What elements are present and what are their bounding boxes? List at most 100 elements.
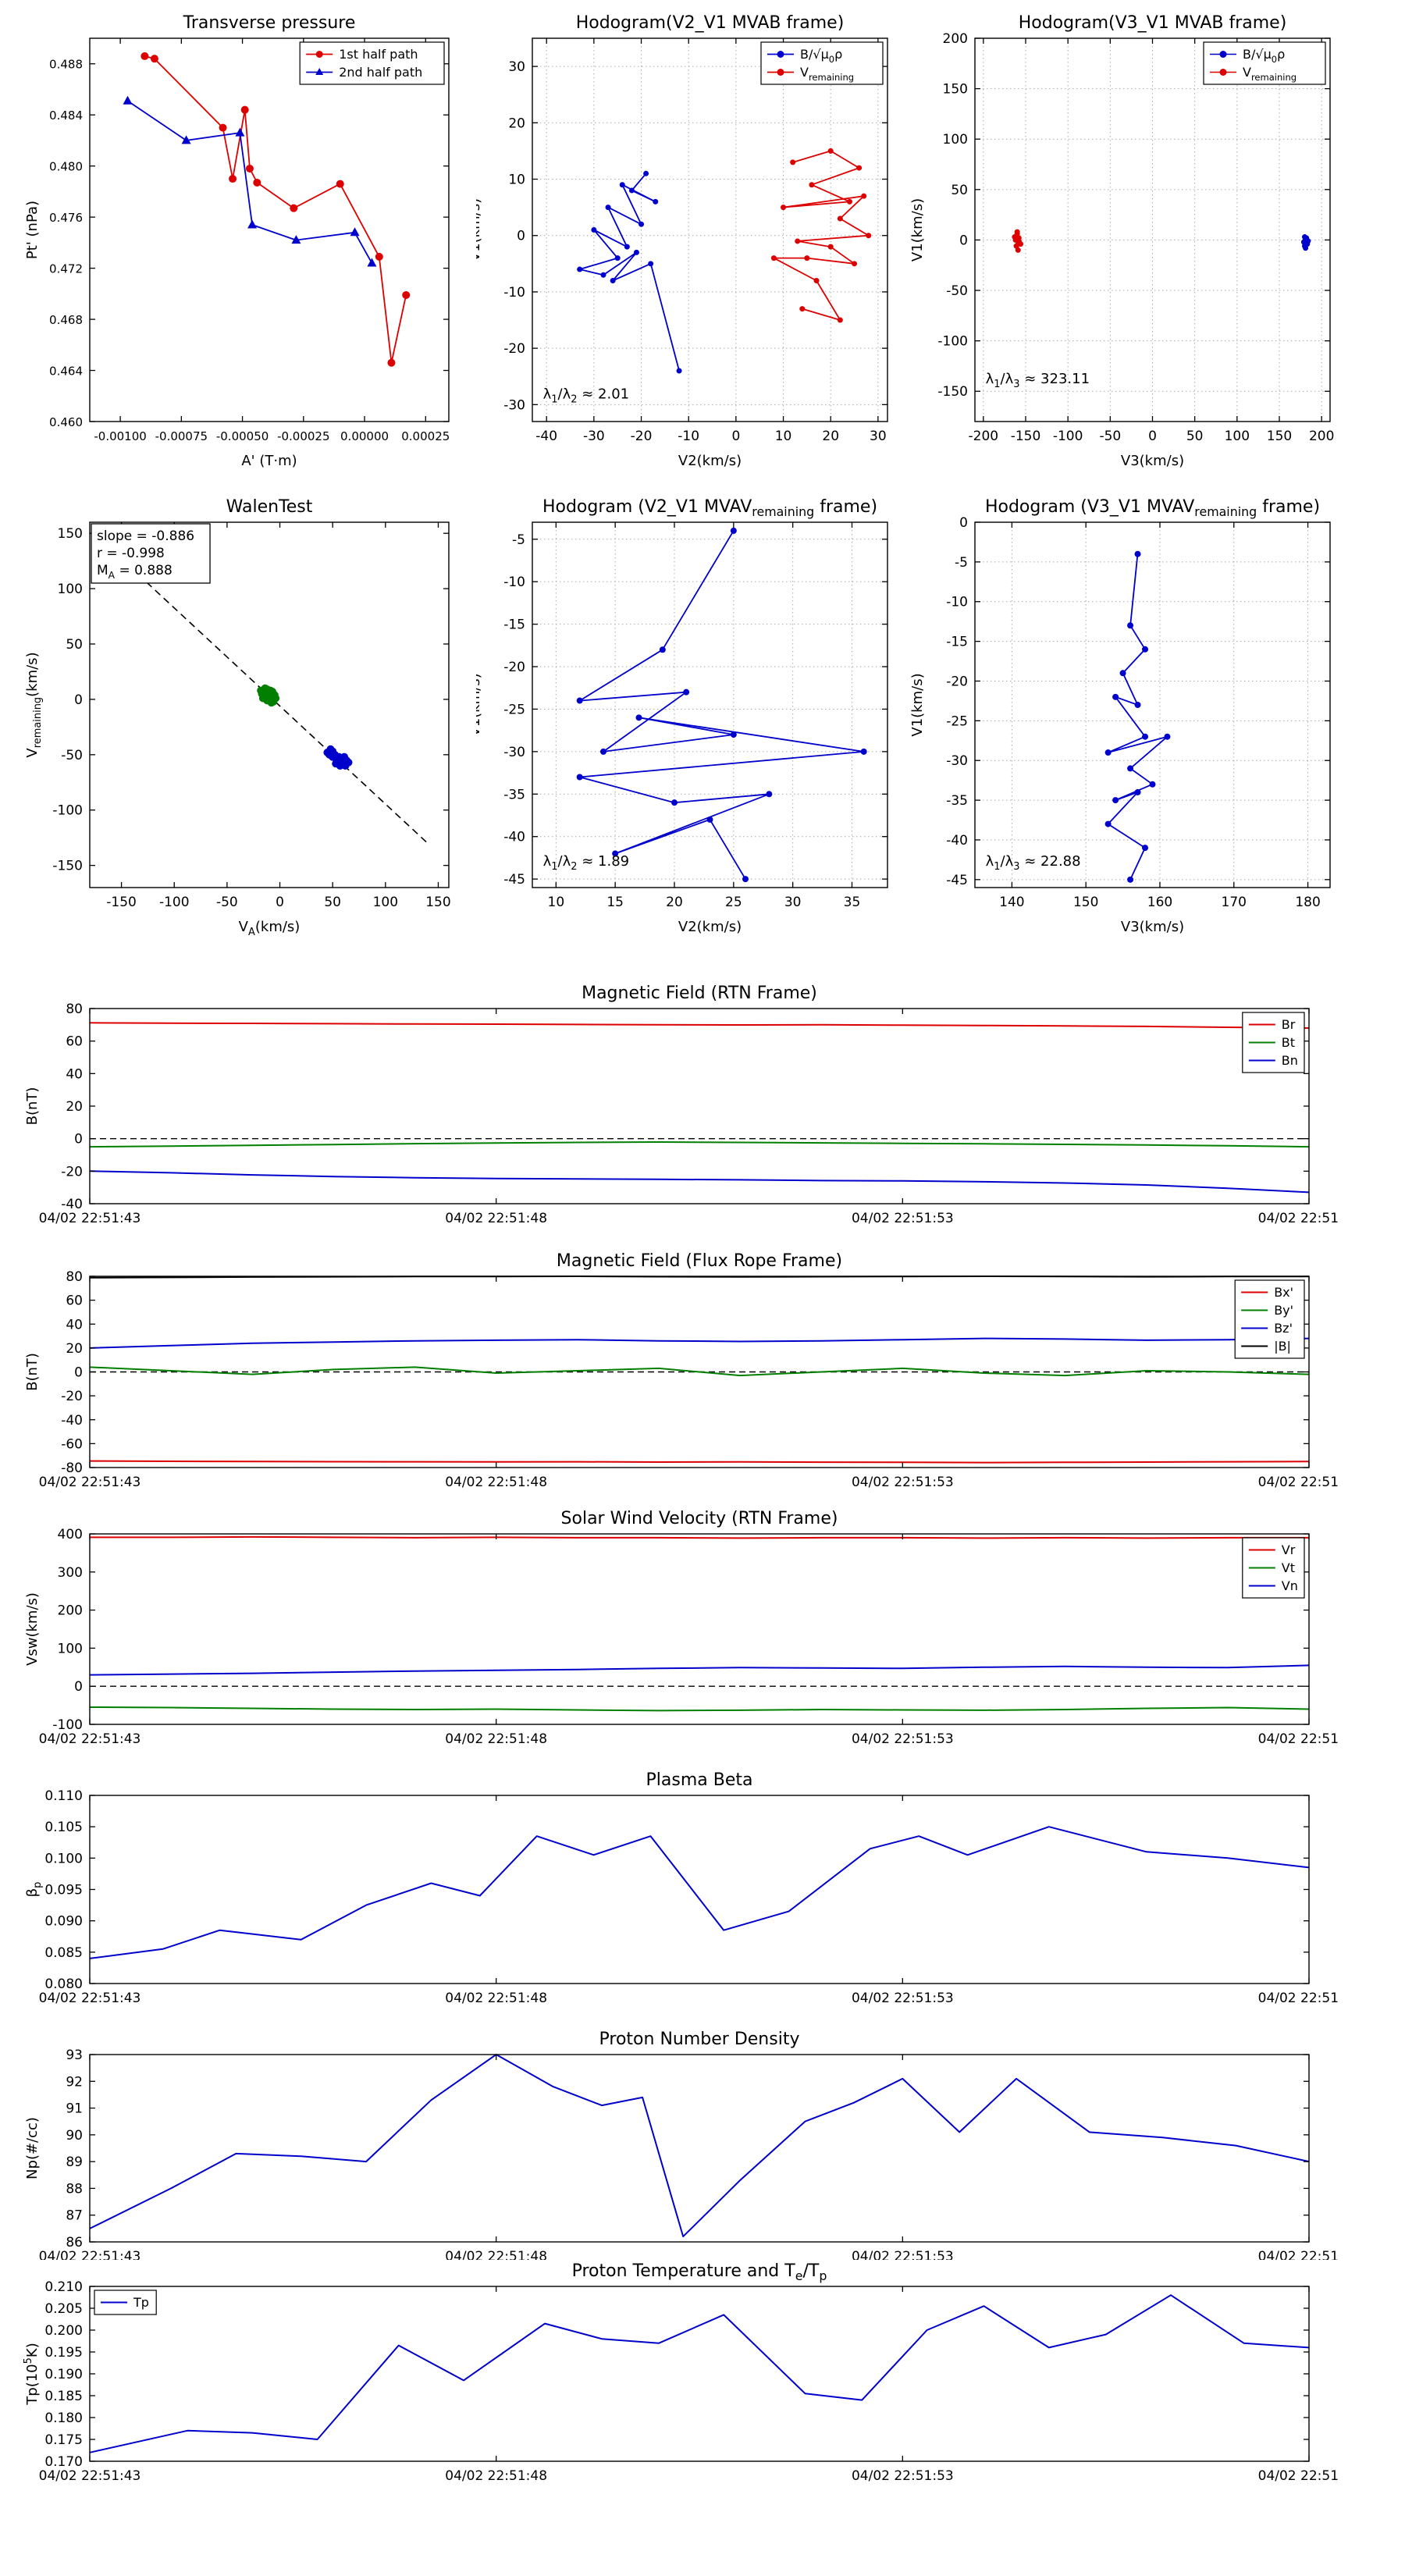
series-markers-1st half path xyxy=(140,52,411,367)
y-tick-label: 0.180 xyxy=(44,2411,83,2426)
svg-magnetic-field-flux-rope: 04/02 22:51:43 04/02 22:51:48 04/02 22:51:… xyxy=(12,1250,1360,1512)
legend-label: |B| xyxy=(1274,1339,1291,1354)
series-markers-2nd half path xyxy=(123,95,377,267)
chart-background xyxy=(909,4,1343,492)
svg-hodogram-v3v1-mvav: 140 150 160 170 180 -45 -40 -35 -30 -25 -20 -15 -10 -… xyxy=(909,494,1343,973)
chart-solar-wind-velocity: 04/02 22:51:43 04/02 22:51:48 04/02 22:51:… xyxy=(12,1507,1360,1768)
y-tick-label: 0.468 xyxy=(49,313,83,327)
series-line-Br xyxy=(89,1022,1310,1029)
y-tick-label: 20 xyxy=(508,116,525,131)
chart-background xyxy=(909,494,1343,973)
y-tick-label: -35 xyxy=(946,793,968,809)
y-tick-label: 30 xyxy=(508,59,525,75)
x-tick-label: -20 xyxy=(631,429,653,444)
y-tick-label: -20 xyxy=(946,674,968,689)
plot-frame xyxy=(532,37,888,422)
legend-label: B/√μ0ρ xyxy=(1243,47,1285,65)
grid-lines xyxy=(532,522,887,888)
y-tick-label: 0 xyxy=(74,692,83,708)
y-tick-label: 0.484 xyxy=(49,109,83,123)
plot-frame xyxy=(89,521,450,888)
chart-title: Transverse pressure xyxy=(183,13,356,33)
legend-box xyxy=(1234,1279,1305,1359)
chart-title: Magnetic Field (RTN Frame) xyxy=(582,984,817,1003)
x-tick-label: 160 xyxy=(1147,895,1172,910)
chart-title: Proton Number Density xyxy=(599,2030,800,2049)
x-axis-label: V3(km/s) xyxy=(1121,919,1184,935)
tick-marks xyxy=(532,522,887,888)
y-tick-label: 0.472 xyxy=(49,262,83,276)
legend: 1st half path 2nd half path xyxy=(299,41,445,85)
x-axis-label: V2(km/s) xyxy=(678,453,742,469)
y-tick-label: -10 xyxy=(503,285,525,301)
y-tick-label: 0.190 xyxy=(44,2367,83,2382)
y-tick-label: -15 xyxy=(946,635,968,650)
y-axis-label: B(nT) xyxy=(24,1087,41,1126)
y-tick-label: -25 xyxy=(503,702,525,717)
chart-background xyxy=(12,2260,1339,2506)
x-tick-label: 20 xyxy=(822,429,839,444)
x-tick-label: 15 xyxy=(606,895,624,910)
annotation: λ1/λ3 ≈ 323.11 xyxy=(986,371,1090,390)
y-tick-label: -20 xyxy=(61,1164,83,1179)
x-tick-label: 10 xyxy=(548,895,565,910)
legend: Vr Vt Vn xyxy=(1242,1537,1305,1599)
chart-title: Proton Temperature and Te/Tp xyxy=(572,2261,827,2283)
y-tick-label: 0.488 xyxy=(49,58,83,72)
chart-title: Hodogram(V2_V1 MVAB frame) xyxy=(576,13,845,33)
y-tick-label: 90 xyxy=(66,2128,83,2144)
y-tick-label: -20 xyxy=(503,660,525,675)
x-axis-label: A' (T·m) xyxy=(241,453,297,469)
plot-frame xyxy=(89,2054,1310,2243)
y-tick-label: -20 xyxy=(503,341,525,357)
series-group xyxy=(89,2294,1310,2453)
chart-background xyxy=(12,1769,1339,2027)
y-tick-label: 93 xyxy=(66,2048,83,2063)
y-tick-label: -80 xyxy=(61,1461,83,1476)
x-tick-label: 180 xyxy=(1295,895,1320,910)
x-tick-label: 170 xyxy=(1222,895,1247,910)
svg-hodogram-v2v1-mvav: 10 15 20 25 30 35 -45 -40 -35 -30 -25 -20 -15 -10 -5 Ho… xyxy=(467,494,902,973)
y-tick-label: -150 xyxy=(52,859,83,874)
x-tick-label: 0.00025 xyxy=(401,429,450,443)
tick-marks xyxy=(532,38,887,422)
x-tick-label: -10 xyxy=(678,429,699,444)
y-tick-label: -10 xyxy=(946,595,968,610)
y-tick-label: 0.200 xyxy=(44,2323,83,2339)
series-line-Vn xyxy=(89,1664,1310,1676)
y-tick-label: 88 xyxy=(66,2181,83,2197)
y-tick-label: 50 xyxy=(66,637,83,653)
x-tick-label: 0 xyxy=(731,429,740,444)
y-tick-label: 20 xyxy=(66,1341,83,1357)
x-tick-label: -200 xyxy=(969,429,999,444)
y-tick-label: -45 xyxy=(946,873,968,888)
tick-marks xyxy=(89,1795,1310,1984)
x-tick-label: 150 xyxy=(425,895,450,910)
y-tick-label: -100 xyxy=(52,803,83,819)
series-line-Vt xyxy=(89,1706,1310,1712)
series-line-Bt xyxy=(89,1141,1310,1148)
legend-label: 2nd half path xyxy=(339,65,422,80)
y-tick-label: 0.080 xyxy=(44,1976,83,1992)
y-tick-label: 0.185 xyxy=(44,2389,83,2404)
y-tick-label: 150 xyxy=(58,526,83,542)
series-group xyxy=(89,1535,1310,1712)
chart-title: Hodogram (V2_V1 MVAVremaining frame) xyxy=(542,497,877,519)
x-tick-label: -0.00075 xyxy=(155,429,208,443)
series-line-v-remaining-path xyxy=(1107,553,1168,881)
series-markers-B/√μ0ρ xyxy=(577,170,682,374)
svg-solar-wind-velocity: 04/02 22:51:43 04/02 22:51:48 04/02 22:51:… xyxy=(12,1507,1360,1768)
y-axis-label: V1(km/s) xyxy=(909,198,926,262)
x-tick-label: 04/02 22:51:53 xyxy=(852,1211,954,1226)
x-tick-label: -100 xyxy=(1053,429,1083,444)
y-tick-label: 400 xyxy=(58,1527,83,1542)
annotation: λ1/λ2 ≈ 1.89 xyxy=(543,853,629,873)
y-tick-label: 100 xyxy=(58,582,83,597)
series-line-density-line xyxy=(89,2054,1310,2238)
x-tick-label: 140 xyxy=(999,895,1024,910)
x-tick-label: 150 xyxy=(1267,429,1292,444)
series-line-v-remaining-path xyxy=(578,530,865,880)
x-tick-label: 150 xyxy=(1073,895,1098,910)
chart-title: Hodogram (V3_V1 MVAVremaining frame) xyxy=(985,497,1320,519)
y-tick-label: 86 xyxy=(66,2235,83,2250)
